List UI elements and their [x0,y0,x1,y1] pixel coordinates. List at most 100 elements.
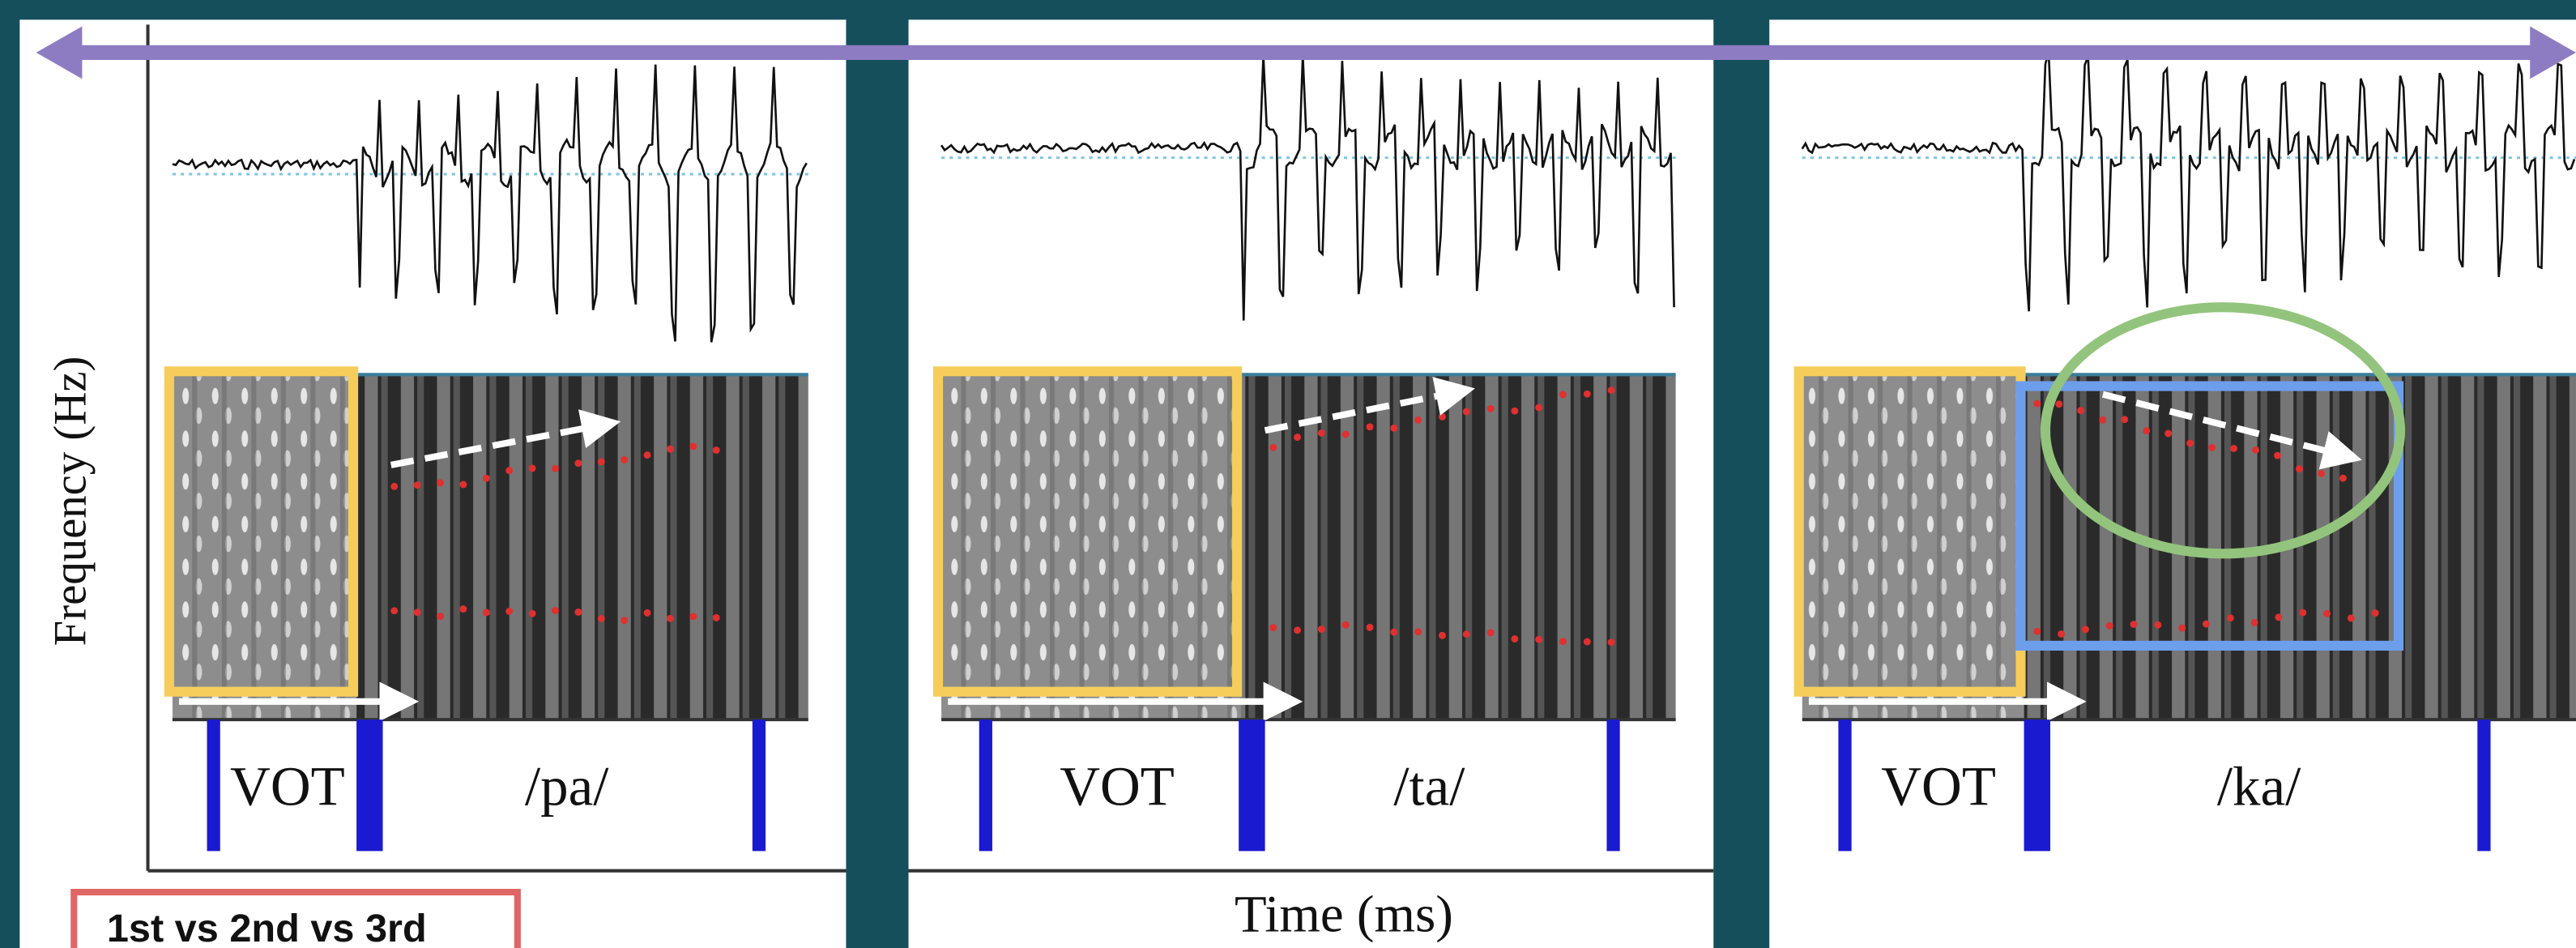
formant-dot [1269,624,1277,631]
formant-dot [459,480,467,489]
formant-dot [2347,614,2355,622]
formant-dot [574,459,582,468]
formant-dot [505,467,514,475]
formant-dot [1438,412,1446,421]
formant-dot [2105,621,2113,630]
formant-dot [2130,621,2138,628]
formant-dot [552,607,559,615]
formant-dot [1366,423,1374,431]
formant-dot [621,456,629,463]
spectrogram-voiced [1240,374,1676,720]
formant-dot [1317,626,1325,634]
formant-dot [1607,638,1615,647]
formant-dot [1269,443,1277,451]
formant-highlight [2015,381,2404,651]
formant-dot [1486,629,1495,637]
formant-dot [2203,620,2210,628]
segment-label: VOT [230,756,345,818]
formant-arrow [390,409,621,468]
formant-dot [1414,416,1422,424]
segment-boundary [752,720,766,852]
formant-dot [390,482,399,490]
formant-dot [2033,399,2041,408]
formant-dot [1294,626,1302,634]
segment-boundary [207,720,220,852]
vot-highlight [164,366,359,697]
formant-dot [2178,624,2186,632]
spectrogram-burst [1802,374,2024,720]
transition-highlight [2040,302,2406,559]
formant-dot [2296,465,2303,473]
formant-dot [390,607,399,615]
syllable-label: /ta/ [1393,756,1465,818]
formant-dot [482,474,490,482]
spectrogram-voiced [2024,374,2576,720]
formant-dot [2186,439,2194,447]
formant-dot [2250,618,2258,626]
segment-boundary [1606,720,1620,852]
formant-dot [597,458,605,466]
formant-dot [1535,635,1543,643]
formant-dot [437,613,444,621]
formant-dot [1341,430,1350,438]
formant-dot [1294,433,1302,442]
formant-dot [1486,404,1495,412]
formant-dot [1462,408,1470,416]
caption: 1st vs 2nd vs 3rd [107,907,427,948]
formant-dot [2275,613,2283,621]
formant-dot [1583,638,1591,646]
waveform [172,64,808,343]
formant-dot [1366,623,1374,631]
y-axis-label: Frequency (Hz) [45,357,96,647]
formant-dot [2121,416,2129,424]
segment-boundary [1838,720,1852,852]
formant-dot [2033,627,2041,635]
formant-dot [621,617,629,625]
formant-dot [1535,404,1543,412]
syllable-label: /pa/ [525,756,609,818]
segment-boundary [1239,720,1265,852]
formant-dot [2230,444,2238,452]
formant-dot [1559,638,1567,646]
formant-dot [2164,429,2173,438]
spectrogram-burst [941,374,1241,720]
figure [164,52,2576,852]
formant-dot [2058,630,2066,638]
formant-dot [528,609,536,617]
segment-label: VOT [1881,756,1996,818]
formant-dot [2208,444,2216,451]
formant-dot [2371,609,2379,617]
formant-dot [1438,631,1446,639]
formant-dot [1390,628,1398,636]
formant-arrow [2101,391,2362,470]
formant-dot [2154,621,2162,629]
formant-dot [505,608,514,615]
formant-dot [689,613,697,621]
formant-dot [1341,621,1350,629]
segment-boundary [356,720,383,852]
formant-dot [2081,626,2089,634]
formant-dot [712,446,720,454]
formant-dot [1511,407,1519,415]
formant-dot [1462,630,1470,638]
formant-dot [1559,391,1567,399]
formant-dot [2317,469,2325,477]
formant-dot [1414,628,1422,636]
formant-dot [1511,635,1519,643]
formant-dot [437,479,444,487]
spectrogram-burst [172,374,357,720]
segment-boundary [2477,720,2491,852]
waveform [940,54,1675,321]
formant-dot [2323,609,2331,617]
formant-dot [1583,390,1591,398]
formant-dot [643,609,651,617]
formant-dot [2339,474,2347,482]
formant-dot [2077,407,2085,415]
formant-dot [689,442,697,451]
caption-box [70,889,521,948]
formant-dot [2099,416,2107,424]
formant-dot [528,464,536,472]
segment-boundary [979,720,992,852]
segment-boundary [2024,720,2051,852]
